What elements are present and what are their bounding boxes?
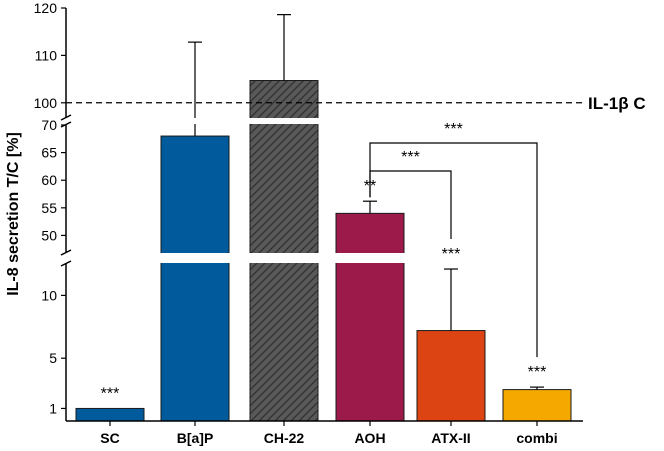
- y-tick-label: 110: [35, 47, 58, 63]
- significance-label: ***: [528, 364, 547, 381]
- y-tick-label: 50: [41, 227, 57, 243]
- y-tick-label: 65: [41, 145, 57, 161]
- bracket-label: ***: [444, 121, 463, 138]
- significance-label: ***: [101, 385, 120, 402]
- bar-ch-22: [249, 80, 319, 422]
- axis-break-gaps: [67, 118, 584, 263]
- reference-label: IL-1β C: [588, 94, 646, 113]
- bar-b-a-p: [160, 135, 230, 422]
- break-mark-top-1: [60, 114, 72, 121]
- error-bars-layer: [188, 14, 544, 390]
- x-tick-label: ATX-II: [431, 430, 470, 446]
- y-tick-label: 60: [41, 172, 57, 188]
- bar-combi: [502, 389, 572, 422]
- axis-break-band-0: [67, 253, 584, 263]
- comparison-bracket: [369, 142, 538, 358]
- bracket-label: ***: [401, 149, 420, 166]
- bar-atx-ii: [416, 330, 486, 422]
- y-tick-label: 1: [49, 400, 57, 416]
- bar-aoh: [335, 212, 405, 422]
- y-tick-label: 10: [41, 287, 57, 303]
- bars-layer: [75, 80, 572, 422]
- axis-break-band-1: [67, 118, 584, 124]
- axes-layer: 1 5 10 50 55 60 65 70 100 110 120 SC B[a]P CH-22 AOH AT…: [34, 0, 583, 446]
- y-axis-title: IL-8 secretion T/C [%]: [5, 132, 22, 296]
- y-tick-label: 55: [41, 200, 57, 216]
- y-tick-label: 5: [49, 350, 57, 366]
- x-tick-label: combi: [516, 430, 557, 446]
- annotations-layer: IL-1β C*****************: [66, 94, 646, 402]
- x-tick-label: AOH: [354, 430, 385, 446]
- y-tick-label: 70: [41, 117, 57, 133]
- x-tick-label: SC: [100, 430, 119, 446]
- x-tick-label: B[a]P: [177, 430, 214, 446]
- break-mark-top-0: [60, 249, 72, 256]
- x-tick-label: CH-22: [264, 430, 305, 446]
- break-mark-bottom-0: [60, 260, 72, 267]
- bar-sc: [75, 407, 145, 422]
- y-tick-label: 100: [34, 95, 58, 111]
- y-tick-label: 120: [34, 0, 58, 16]
- significance-label: ***: [442, 246, 461, 263]
